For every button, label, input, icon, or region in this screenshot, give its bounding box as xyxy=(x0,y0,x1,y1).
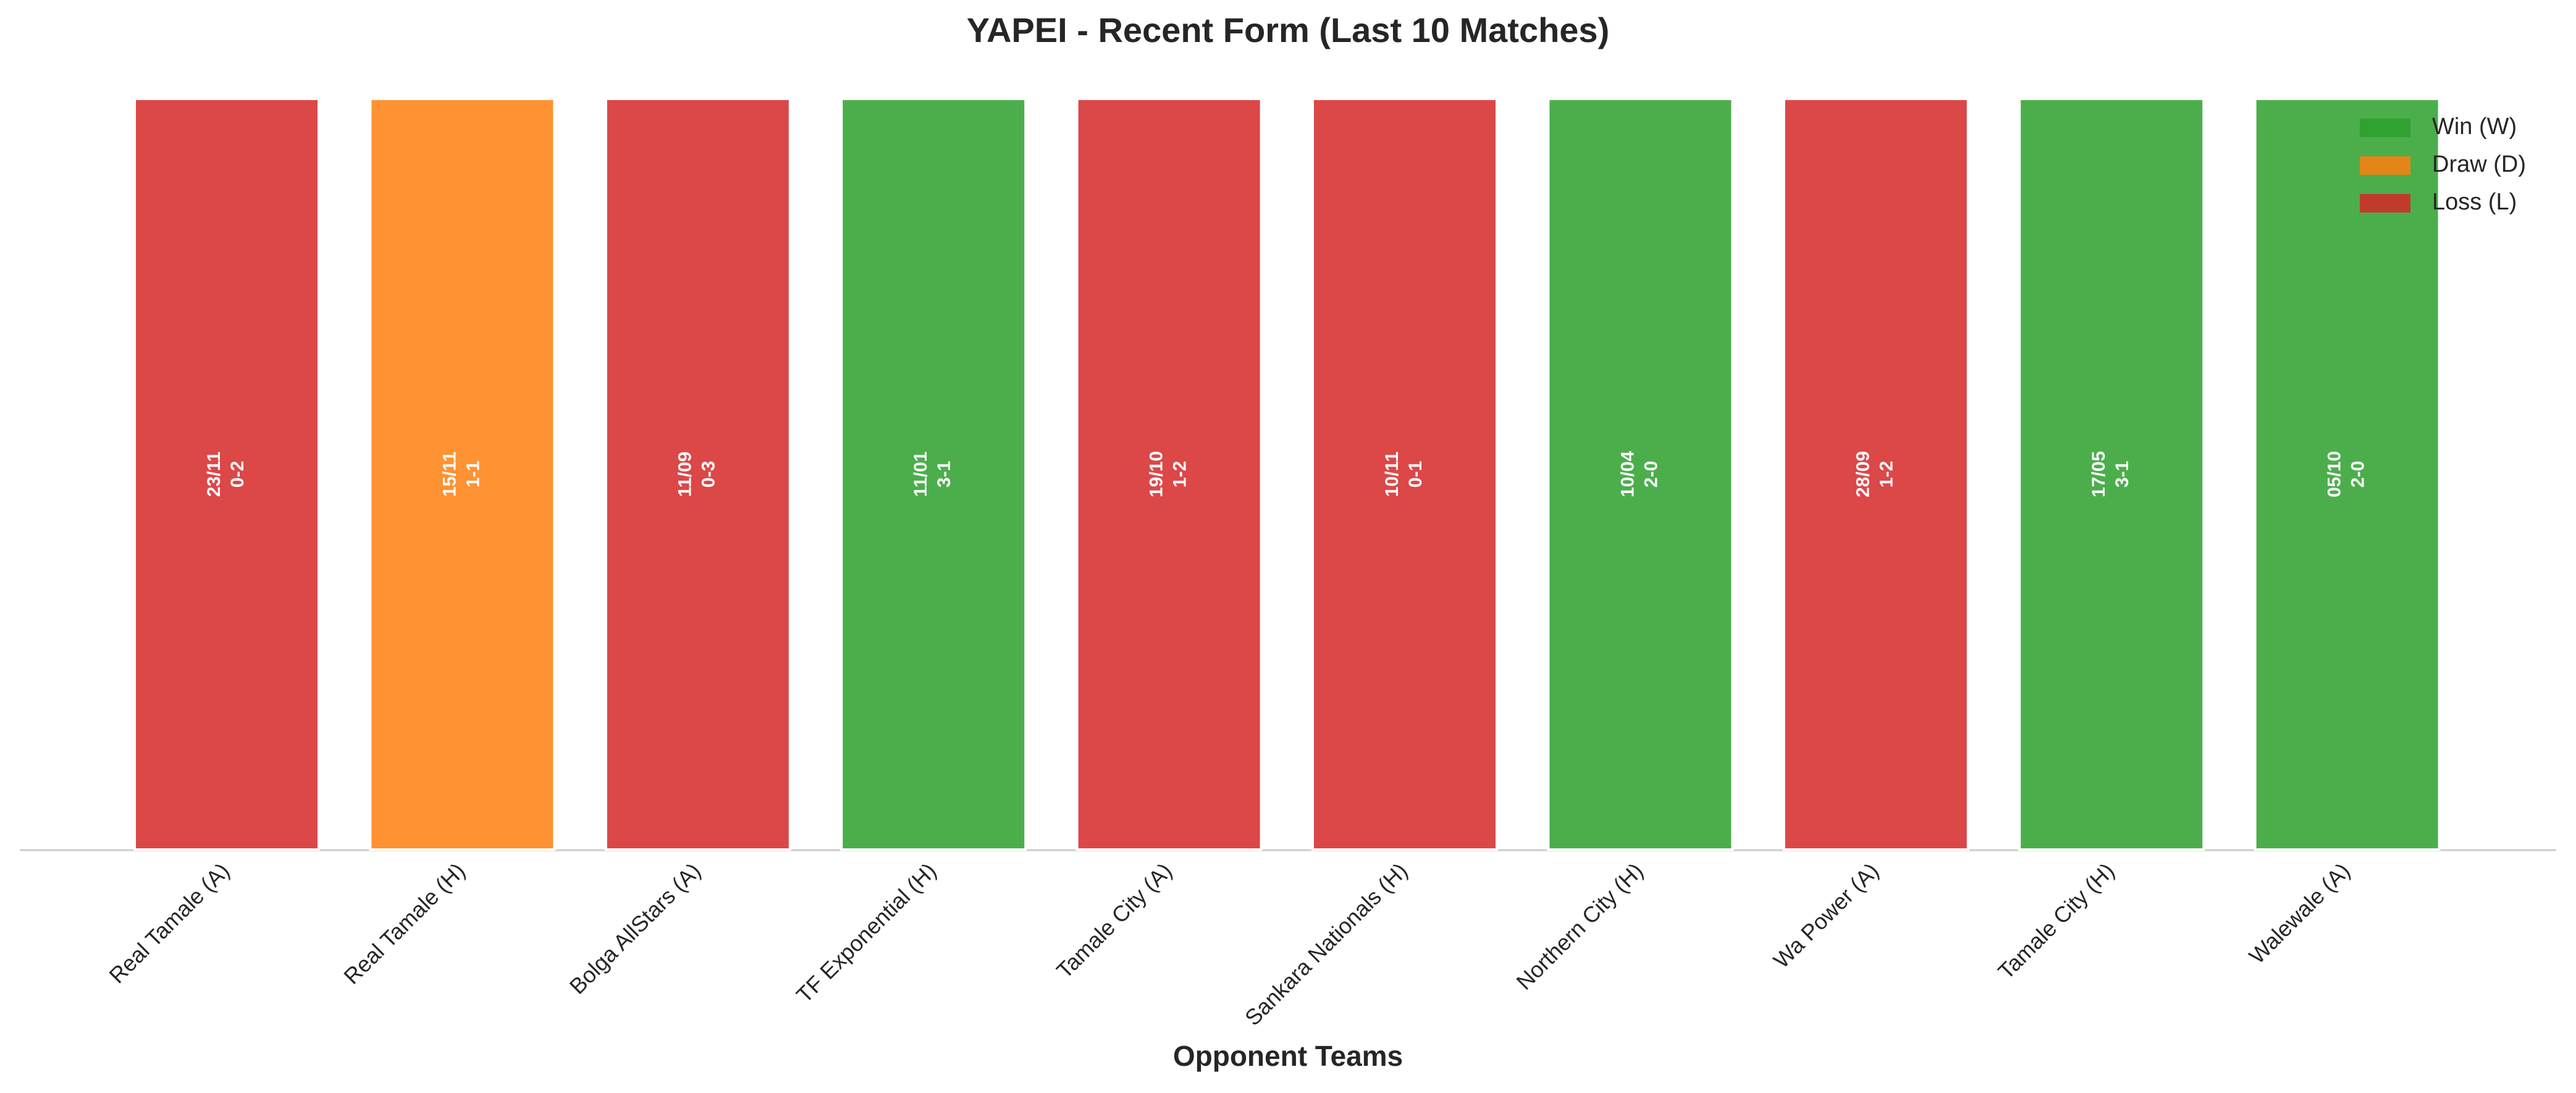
bar-date-label: 11/09 xyxy=(675,452,696,497)
chart-title: YAPEI - Recent Form (Last 10 Matches) xyxy=(967,11,1609,49)
x-tick-label: Real Tamale (H) xyxy=(339,858,469,989)
bar-score-label: 1-2 xyxy=(1170,461,1190,487)
x-tick-label: Northern City (H) xyxy=(1511,858,1648,994)
bar-score-label: 3-1 xyxy=(934,461,954,487)
bar xyxy=(1075,98,1263,851)
bar-date-label: 17/05 xyxy=(2089,451,2109,497)
bar-date-label: 19/10 xyxy=(1147,451,1167,497)
x-tick-label: Tamale City (H) xyxy=(1993,858,2119,984)
legend-label: Draw (D) xyxy=(2432,151,2526,177)
bar xyxy=(1782,98,1969,851)
bar-score-label: 3-1 xyxy=(2112,461,2132,487)
bar-date-label: 10/04 xyxy=(1617,451,1638,497)
x-tick-label: TF Exponential (H) xyxy=(791,858,941,1008)
legend-label: Loss (L) xyxy=(2432,189,2517,215)
x-tick-label: Wa Power (A) xyxy=(1769,858,1884,973)
bar-date-label: 28/09 xyxy=(1853,451,1874,497)
bar-date-label: 10/11 xyxy=(1382,452,1402,497)
x-tick-label: Sankara Nationals (H) xyxy=(1240,858,1412,1030)
bar-date-label: 23/11 xyxy=(204,452,224,497)
bar xyxy=(133,98,320,851)
x-axis-label: Opponent Teams xyxy=(1173,1040,1403,1072)
bar xyxy=(369,98,556,851)
bar-score-label: 0-2 xyxy=(227,461,248,487)
bar-score-label: 1-1 xyxy=(463,461,483,487)
bar-date-label: 05/10 xyxy=(2325,451,2345,497)
x-tick-label: Bolga AllStars (A) xyxy=(565,858,705,998)
bar-score-label: 1-2 xyxy=(1877,461,1897,487)
bar-score-label: 2-0 xyxy=(2348,461,2368,487)
bar-date-label: 15/11 xyxy=(439,452,460,497)
bar-score-label: 0-3 xyxy=(699,461,719,487)
legend-swatch xyxy=(2360,156,2410,175)
x-tick-label: Walewale (A) xyxy=(2244,858,2355,968)
bar-score-label: 0-1 xyxy=(1405,461,1426,487)
bar xyxy=(1311,98,1498,851)
x-tick-label: Tamale City (A) xyxy=(1051,858,1177,983)
legend-swatch xyxy=(2360,194,2410,213)
bar-score-label: 2-0 xyxy=(1641,461,1661,487)
bar xyxy=(2254,98,2441,851)
x-tick-label: Real Tamale (A) xyxy=(104,858,234,988)
bar-date-label: 11/01 xyxy=(911,452,931,497)
bar xyxy=(604,98,791,851)
legend-label: Win (W) xyxy=(2432,114,2517,140)
bar xyxy=(1547,98,1734,851)
bar xyxy=(840,98,1027,851)
legend-swatch xyxy=(2360,119,2410,137)
bar xyxy=(2018,98,2205,851)
